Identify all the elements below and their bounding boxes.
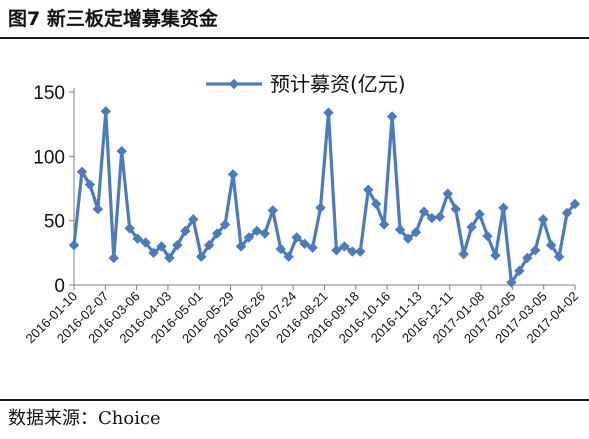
data-point xyxy=(172,239,183,251)
data-point xyxy=(219,219,231,230)
data-point xyxy=(100,106,112,117)
data-point xyxy=(474,209,485,220)
data-point xyxy=(235,241,247,252)
data-point xyxy=(410,227,422,238)
data-point xyxy=(514,265,525,277)
data-point xyxy=(164,252,175,264)
data-point xyxy=(331,245,342,256)
data-point xyxy=(545,239,557,251)
data-point xyxy=(132,233,143,244)
series-layer xyxy=(68,106,581,288)
data-point xyxy=(116,145,127,157)
data-point xyxy=(140,237,151,248)
data-point xyxy=(267,205,279,216)
data-point xyxy=(315,202,326,213)
series-line xyxy=(72,109,577,285)
data-point xyxy=(156,241,167,252)
data-point xyxy=(92,203,104,215)
data-point xyxy=(569,198,581,210)
data-point xyxy=(522,252,533,264)
data-point xyxy=(442,188,453,199)
data-point xyxy=(227,169,239,180)
source-note: 数据来源：Choice xyxy=(8,408,161,429)
data-point xyxy=(434,211,446,223)
y-tick-label: 50 xyxy=(44,212,65,233)
data-point xyxy=(363,184,374,195)
data-point xyxy=(259,228,271,239)
line-chart: 0501001502016-01-102016-02-072016-03-062… xyxy=(22,72,581,346)
data-point xyxy=(299,238,310,250)
data-point xyxy=(386,111,398,122)
data-point xyxy=(466,221,477,233)
data-point xyxy=(537,214,549,225)
data-point xyxy=(291,232,302,243)
data-point xyxy=(275,243,286,255)
data-point xyxy=(450,203,461,215)
data-point xyxy=(243,232,255,243)
data-point xyxy=(418,206,430,217)
data-point xyxy=(394,224,406,235)
data-point xyxy=(482,230,493,242)
data-point xyxy=(490,250,501,261)
data-point xyxy=(84,179,96,190)
data-point xyxy=(426,212,438,224)
data-point xyxy=(307,242,318,253)
data-point xyxy=(211,228,223,239)
y-tick-label: 0 xyxy=(54,276,65,297)
data-point xyxy=(339,241,350,252)
data-point xyxy=(530,245,541,256)
data-point xyxy=(458,248,469,260)
y-tick-label: 150 xyxy=(33,83,65,104)
data-point xyxy=(188,214,199,225)
legend: 预计募资(亿元) xyxy=(206,72,406,96)
data-point xyxy=(355,246,366,257)
legend-label: 预计募资(亿元) xyxy=(270,72,406,96)
data-point xyxy=(68,239,80,251)
data-point xyxy=(283,251,294,262)
title-rule xyxy=(0,37,589,39)
y-tick-label: 100 xyxy=(33,147,65,168)
data-point xyxy=(196,251,207,262)
figure-title: 图7 新三板定增募集资金 xyxy=(8,8,218,30)
data-point xyxy=(108,252,119,264)
data-point xyxy=(124,223,135,234)
data-point xyxy=(323,107,334,118)
data-point xyxy=(203,239,215,251)
data-point xyxy=(498,202,509,213)
data-point xyxy=(402,233,414,244)
data-point xyxy=(148,247,159,259)
data-point xyxy=(251,225,263,237)
data-point xyxy=(378,219,390,230)
data-point xyxy=(180,225,191,237)
data-point xyxy=(347,246,358,257)
data-point xyxy=(370,198,382,210)
data-point xyxy=(76,166,88,177)
data-point xyxy=(553,251,565,262)
source-rule xyxy=(0,399,589,401)
legend-marker xyxy=(228,78,240,90)
data-point xyxy=(561,207,573,219)
